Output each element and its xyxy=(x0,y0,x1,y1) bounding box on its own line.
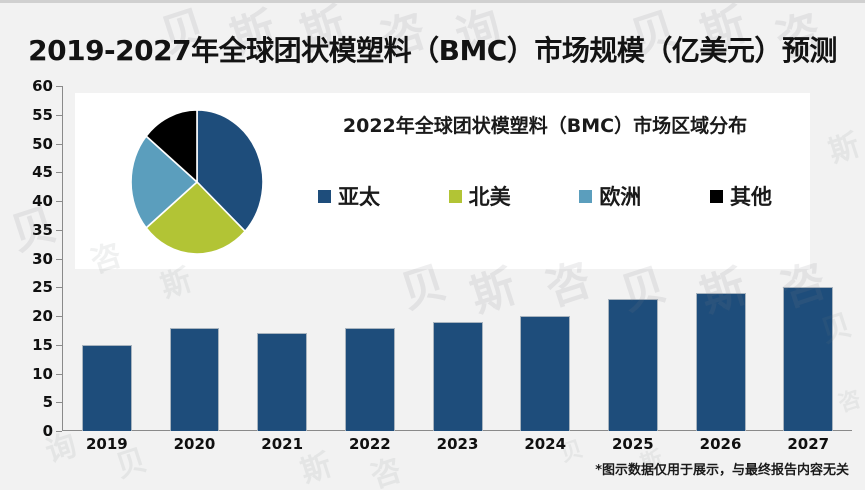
bar-slot xyxy=(326,86,414,431)
bar-2019[interactable] xyxy=(81,344,132,431)
bar-2025[interactable] xyxy=(607,298,658,431)
bar-2024[interactable] xyxy=(520,316,571,431)
legend-swatch-icon xyxy=(709,189,723,203)
y-tick-label: 25 xyxy=(32,278,53,297)
x-tick-label-2019: 2019 xyxy=(85,435,128,453)
y-tick-mark xyxy=(56,114,62,116)
footnote-text: *图示数据仅用于展示，与最终报告内容无关 xyxy=(595,463,849,478)
y-tick-label: 20 xyxy=(32,307,53,325)
legend-swatch-icon xyxy=(579,189,593,203)
x-tick-label-2027: 2027 xyxy=(787,435,830,453)
bar-2027[interactable] xyxy=(783,287,834,431)
y-tick-label: 50 xyxy=(32,134,53,153)
bar-2020[interactable] xyxy=(169,327,220,431)
x-tick-label-2021: 2021 xyxy=(261,435,304,453)
legend-item-其他[interactable]: 其他 xyxy=(709,181,772,211)
bar-slot xyxy=(764,86,852,431)
y-tick-mark xyxy=(56,373,62,375)
y-tick-mark xyxy=(56,431,62,432)
legend-item-北美[interactable]: 北美 xyxy=(448,181,511,211)
x-tick-label-2025: 2025 xyxy=(611,435,654,453)
legend-label: 亚太 xyxy=(338,185,380,209)
legend-label: 欧洲 xyxy=(599,185,642,209)
y-tick-label: 60 xyxy=(32,77,53,95)
pie-inset-panel: 2022年全球团状模塑料（BMC）市场区域分布 亚太 北美 欧洲 其他 xyxy=(75,93,810,269)
y-tick-label: 40 xyxy=(32,192,53,210)
y-tick-mark xyxy=(56,86,62,87)
pie-chart xyxy=(123,108,271,256)
x-tick-label-2022: 2022 xyxy=(348,435,391,453)
x-tick-label-2026: 2026 xyxy=(699,435,742,453)
y-tick-mark xyxy=(56,402,62,404)
y-tick-mark xyxy=(56,201,62,202)
bar-slot xyxy=(589,86,677,431)
x-tick-label-2020: 2020 xyxy=(173,435,216,453)
y-tick-label: 45 xyxy=(32,163,53,182)
legend-item-亚太[interactable]: 亚太 xyxy=(318,181,380,211)
x-tick-label-2023: 2023 xyxy=(436,435,479,453)
legend-label: 其他 xyxy=(729,185,772,209)
bar-2023[interactable] xyxy=(432,321,483,431)
y-tick-mark xyxy=(56,172,62,174)
y-tick-mark xyxy=(56,258,62,260)
bar-2021[interactable] xyxy=(257,333,308,431)
y-tick-mark xyxy=(56,229,62,231)
legend-item-欧洲[interactable]: 欧洲 xyxy=(579,181,641,211)
bar-slot xyxy=(414,86,502,431)
pie-legend: 亚太 北美 欧洲 其他 xyxy=(310,181,780,211)
bar-2026[interactable] xyxy=(695,293,746,431)
y-tick-label: 10 xyxy=(32,364,53,383)
pie-svg xyxy=(130,109,264,255)
y-tick-label: 0 xyxy=(42,422,53,440)
bar-slot xyxy=(238,86,326,431)
bar-slot xyxy=(63,86,151,431)
y-axis-line xyxy=(62,86,63,431)
y-tick-label: 35 xyxy=(32,220,53,239)
y-tick-mark xyxy=(56,287,62,289)
page-title: 2019-2027年全球团状模塑料（BMC）市场规模（亿美元）预测 xyxy=(28,34,837,67)
x-axis-labels: 2019 2020 2021 2022 2023 2024 2025 2026 2027 xyxy=(63,435,852,453)
pie-title: 2022年全球团状模塑料（BMC）市场区域分布 xyxy=(342,115,748,137)
pie-slice-其他[interactable] xyxy=(145,109,198,184)
plot-area: 0 5 10 15 20 25 30 35 40 45 50 55 60 xyxy=(32,77,852,440)
bar-slot xyxy=(501,86,589,431)
legend-swatch-icon xyxy=(448,189,462,203)
bar-2022[interactable] xyxy=(344,327,395,431)
y-tick-label: 55 xyxy=(32,105,53,124)
y-tick-mark xyxy=(56,344,62,346)
pie-slice-北美[interactable] xyxy=(145,180,247,255)
legend-label: 北美 xyxy=(468,185,511,209)
bar-slot xyxy=(151,86,239,431)
y-tick-mark xyxy=(56,143,62,145)
y-tick-mark xyxy=(56,316,62,317)
bar-slot xyxy=(677,86,765,431)
x-tick-label-2024: 2024 xyxy=(524,435,567,453)
y-tick-label: 5 xyxy=(42,393,53,412)
pie-slice-亚太[interactable] xyxy=(196,109,264,233)
pie-slice-欧洲[interactable] xyxy=(130,134,199,230)
y-tick-label: 30 xyxy=(32,249,53,268)
bar-series xyxy=(63,86,852,431)
y-tick-label: 15 xyxy=(32,335,53,354)
legend-swatch-icon xyxy=(318,189,331,203)
